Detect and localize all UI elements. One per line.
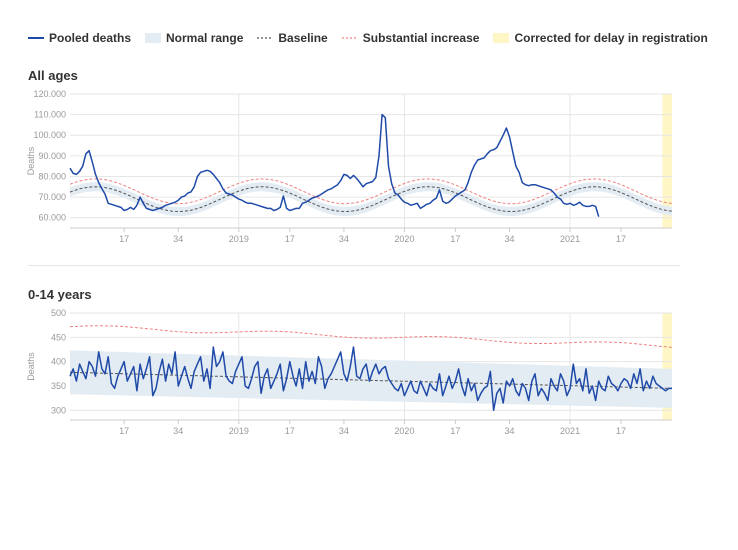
- x-tick-label: 17: [119, 234, 129, 244]
- y-tick-label: 300: [51, 405, 66, 415]
- x-tick-label: 17: [616, 426, 626, 436]
- legend-label-pooled: Pooled deaths: [49, 31, 132, 45]
- legend-item-baseline[interactable]: Baseline: [257, 31, 328, 45]
- x-tick-label: 34: [505, 234, 515, 244]
- x-tick-label: 34: [339, 234, 349, 244]
- x-tick-label: 17: [450, 426, 460, 436]
- x-tick-label: 17: [450, 234, 460, 244]
- baseline-dash-icon: [257, 37, 274, 39]
- x-tick-label: 2021: [560, 426, 580, 436]
- chart-0-14-years: 300 350 400 450 500 17 34 2019 17 34 2020 17 34 2021 1…: [26, 308, 673, 436]
- y-tick-label: 120.000: [33, 89, 66, 99]
- x-tick-label: 34: [339, 426, 349, 436]
- substantial-dash-icon: [341, 37, 358, 39]
- x-tick-label: 17: [285, 234, 295, 244]
- normal-range-band: [70, 350, 672, 408]
- legend-item-corrected[interactable]: Corrected for delay in registration: [493, 31, 708, 45]
- y-tick-label: 400: [51, 357, 66, 367]
- x-tick-label: 2021: [560, 234, 580, 244]
- pooled-deaths-line: [69, 346, 672, 412]
- legend-item-normal[interactable]: Normal range: [145, 31, 243, 45]
- corrected-region: [662, 313, 672, 420]
- legend: Pooled deaths Normal range Baseline Subs…: [28, 31, 722, 45]
- legend-label-normal: Normal range: [166, 31, 244, 45]
- legend-item-substantial[interactable]: Substantial increase: [341, 31, 480, 45]
- normal-range-swatch-icon: [145, 33, 162, 43]
- y-tick-label: 500: [51, 308, 66, 318]
- legend-label-baseline: Baseline: [278, 31, 328, 45]
- legend-label-substantial: Substantial increase: [362, 31, 480, 45]
- y-tick-label: 110.000: [34, 110, 66, 120]
- panel-divider: [28, 265, 680, 266]
- chart-all-ages: 60.000 70.000 80.000 90.000 100.000 110.000 12…: [26, 89, 673, 244]
- x-tick-label: 2019: [229, 234, 249, 244]
- x-tick-label: 2019: [229, 426, 249, 436]
- y-axis-label: Deaths: [26, 352, 36, 381]
- baseline-line: [69, 186, 673, 213]
- y-tick-label: 60.000: [38, 213, 66, 223]
- y-tick-label: 80.000: [38, 171, 66, 181]
- x-tick-label: 34: [173, 234, 183, 244]
- normal-range-band: [70, 182, 672, 216]
- x-tick-label: 2020: [394, 234, 414, 244]
- x-tick-label: 34: [173, 426, 183, 436]
- y-tick-label: 450: [51, 332, 66, 342]
- corrected-region: [662, 94, 672, 228]
- x-tick-label: 17: [616, 234, 626, 244]
- x-tick-label: 34: [505, 426, 515, 436]
- pooled-line-icon: [28, 37, 44, 39]
- panel-title-0-14: 0-14 years: [28, 287, 92, 302]
- substantial-increase-line: [69, 325, 673, 348]
- y-tick-label: 350: [51, 381, 66, 391]
- y-tick-label: 100.000: [33, 130, 66, 140]
- corrected-swatch-icon: [493, 33, 510, 43]
- legend-item-pooled[interactable]: Pooled deaths: [28, 31, 131, 45]
- y-axis-label: Deaths: [26, 146, 36, 175]
- x-tick-label: 2020: [394, 426, 414, 436]
- pooled-deaths-line: [69, 113, 600, 217]
- y-tick-label: 90.000: [38, 151, 66, 161]
- y-tick-label: 70.000: [38, 192, 66, 202]
- x-tick-label: 17: [119, 426, 129, 436]
- legend-label-corrected: Corrected for delay in registration: [514, 31, 708, 45]
- x-tick-label: 17: [285, 426, 295, 436]
- baseline-line: [69, 371, 673, 389]
- panel-title-all-ages: All ages: [28, 68, 78, 83]
